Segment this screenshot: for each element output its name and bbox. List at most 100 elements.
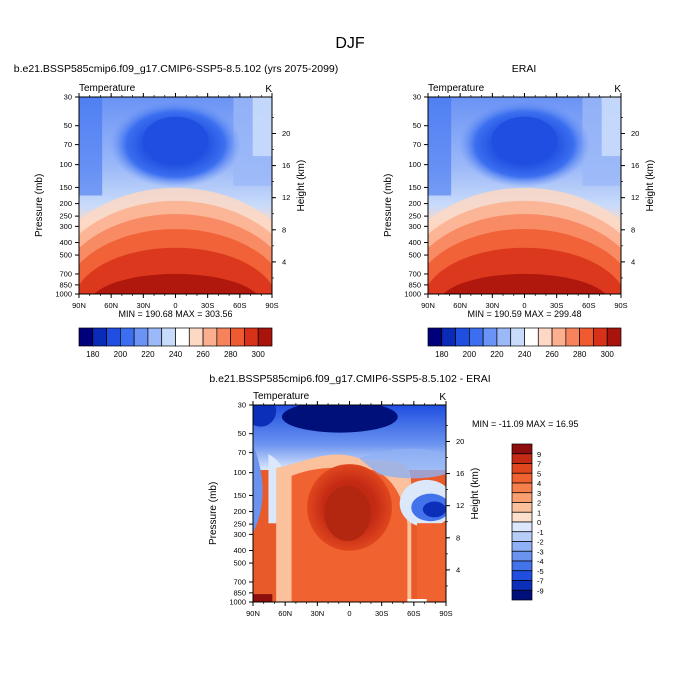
x-tick-label: 0 [347,609,351,618]
colorbar-box [175,327,190,347]
colorbar-box [511,502,533,513]
colorbar-box [147,327,163,347]
colorbar-box [244,327,259,347]
panel-3: b.e21.BSSP585cmip6.f09_g17.CMIP6-SSP5-8.… [208,373,578,618]
y-tick-label: 30 [64,93,72,102]
x-tick-label: 0 [173,301,177,310]
colorbar-label: 280 [224,350,238,359]
colorbar-box [606,327,622,347]
colorbar-box [496,327,512,347]
y-tick-label: 850 [59,280,72,289]
x-tick-label: 90S [265,301,278,310]
colorbar-box [511,492,533,503]
colorbar-box [551,327,567,347]
colorbar-label: -9 [537,586,544,595]
colorbar-label: 260 [196,350,210,359]
x-tick-label: 60S [233,301,246,310]
colorbar-box [511,570,533,581]
panel-title: b.e21.BSSP585cmip6.f09_g17.CMIP6-SSP5-8.… [209,373,490,385]
colorbar-box [257,327,273,347]
colorbar-box [511,580,533,591]
panel-1: b.e21.BSSP585cmip6.f09_g17.CMIP6-SSP5-8.… [14,63,339,319]
y-tick-label: 30 [413,93,421,102]
y2-axis-label: Height (km) [470,468,481,520]
colorbar-box [511,511,533,523]
colorbar-label: 200 [463,350,477,359]
colorbar-label: 7 [537,460,541,469]
colorbar-box [78,327,94,347]
y-tick-label: 250 [59,212,72,221]
y-tick-label: 250 [408,212,421,221]
y2-tick-label: 20 [631,129,639,138]
y-tick-label: 100 [408,160,421,169]
y2-tick-label: 4 [456,565,460,574]
colorbar-label: 280 [573,350,587,359]
colorbar-label: 300 [252,350,266,359]
x-tick-label: 30N [310,609,324,618]
colorbar-label: -4 [537,557,544,566]
colorbar-label: 180 [435,350,449,359]
colorbar-box [106,327,121,347]
colorbar-label: -5 [537,567,544,576]
colorbar-box [537,327,553,347]
y-tick-label: 70 [413,140,421,149]
x-tick-label: 60S [407,609,420,618]
y-tick-label: 700 [408,269,421,278]
y-tick-label: 1000 [404,290,421,299]
colorbar-box [511,453,533,464]
colorbar-box [427,327,443,347]
colorbar-label: 240 [169,350,183,359]
colorbar-box [161,327,176,347]
y-axis-label: Pressure (mb) [383,174,394,237]
colorbar-box [579,327,594,347]
x-tick-label: 30S [375,609,388,618]
y-tick-label: 200 [233,507,246,516]
y2-tick-label: 4 [282,257,286,266]
colorbar-box [511,443,533,455]
min-max-stats: MIN = 190.59 MAX = 299.48 [467,309,581,319]
y2-tick-label: 12 [282,193,290,202]
colorbar-box [230,327,245,347]
colorbar-label: -7 [537,577,544,586]
y2-tick-label: 16 [282,161,290,170]
x-tick-label: 90N [72,301,86,310]
colorbar-box [593,327,608,347]
colorbar-box [524,327,539,347]
right-subtitle: K [614,84,621,95]
y-tick-label: 150 [59,183,72,192]
min-max-stats: MIN = 190.68 MAX = 303.56 [118,309,232,319]
x-tick-label: 90S [614,301,627,310]
min-max-stats: MIN = -11.09 MAX = 16.95 [472,419,578,429]
y2-tick-label: 16 [456,469,464,478]
x-tick-label: 60S [582,301,595,310]
colorbar-box [202,327,218,347]
temperature-field [79,97,272,294]
colorbar-box [188,327,204,347]
left-subtitle: Temperature [79,83,136,94]
y-tick-label: 50 [238,429,246,438]
y-tick-label: 500 [233,559,246,568]
x-tick-label: 30N [136,301,150,310]
colorbar-label: 180 [86,350,100,359]
colorbar-box [469,327,484,347]
left-subtitle: Temperature [428,83,485,94]
y-tick-label: 100 [233,468,246,477]
colorbar-label: 3 [537,489,541,498]
y-tick-label: 700 [233,577,246,586]
right-subtitle: K [439,392,446,403]
x-tick-label: 60N [453,301,467,310]
colorbar-box [511,531,533,542]
x-tick-label: 90N [421,301,435,310]
y-tick-label: 700 [59,269,72,278]
colorbar-box [92,327,107,347]
y2-tick-label: 8 [282,225,286,234]
y-tick-label: 300 [233,530,246,539]
colorbar-label: 4 [537,479,541,488]
y2-tick-label: 4 [631,257,635,266]
colorbar-box [511,589,533,601]
y-tick-label: 100 [59,160,72,169]
y-tick-label: 250 [233,520,246,529]
colorbar-label: 2 [537,499,541,508]
colorbar-label: 0 [537,518,541,527]
